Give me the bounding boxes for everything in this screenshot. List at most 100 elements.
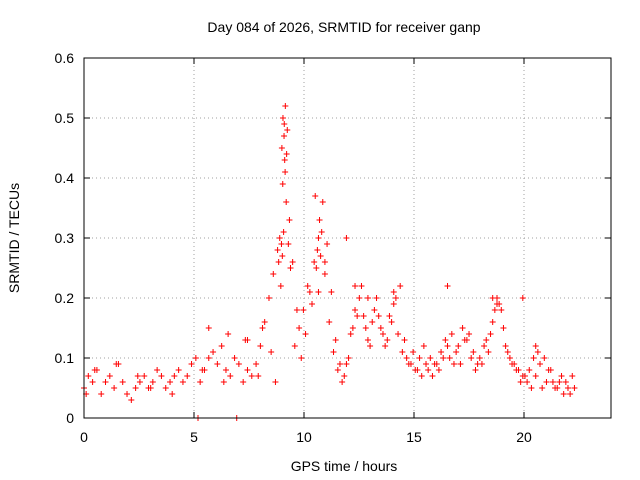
data-point bbox=[397, 283, 404, 289]
data-point bbox=[390, 301, 397, 307]
data-point bbox=[360, 313, 367, 319]
data-point bbox=[435, 367, 442, 373]
data-point bbox=[502, 343, 509, 349]
data-point bbox=[567, 391, 574, 397]
data-point bbox=[519, 295, 526, 301]
data-point bbox=[218, 343, 225, 349]
data-point bbox=[356, 295, 363, 301]
data-point bbox=[270, 271, 277, 277]
data-point bbox=[225, 331, 232, 337]
data-point bbox=[222, 367, 229, 373]
data-point bbox=[534, 349, 541, 355]
data-point bbox=[352, 307, 359, 313]
y-tick-label: 0.5 bbox=[55, 110, 75, 126]
data-point bbox=[367, 343, 374, 349]
data-point bbox=[244, 367, 251, 373]
data-point bbox=[113, 361, 120, 367]
data-point bbox=[386, 313, 393, 319]
data-point bbox=[188, 361, 195, 367]
data-point bbox=[364, 337, 371, 343]
data-point bbox=[293, 307, 300, 313]
data-point bbox=[171, 373, 178, 379]
data-point bbox=[272, 379, 279, 385]
data-point bbox=[539, 385, 546, 391]
data-point bbox=[549, 379, 556, 385]
data-point bbox=[461, 337, 468, 343]
data-point bbox=[132, 385, 139, 391]
data-point bbox=[552, 385, 559, 391]
data-point bbox=[403, 355, 410, 361]
data-point bbox=[562, 379, 569, 385]
y-tick-label: 0.2 bbox=[55, 290, 75, 306]
data-point bbox=[141, 373, 148, 379]
data-point bbox=[491, 307, 498, 313]
data-point bbox=[291, 343, 298, 349]
data-point bbox=[227, 373, 234, 379]
data-point bbox=[453, 349, 460, 355]
x-tick-label: 10 bbox=[296, 429, 312, 445]
data-point bbox=[364, 295, 371, 301]
data-point bbox=[444, 343, 451, 349]
data-point bbox=[278, 145, 285, 151]
data-point bbox=[343, 361, 350, 367]
data-point bbox=[199, 367, 206, 373]
data-point bbox=[343, 235, 350, 241]
data-point bbox=[324, 241, 331, 247]
data-point bbox=[300, 307, 307, 313]
data-point bbox=[255, 373, 262, 379]
data-point bbox=[560, 391, 567, 397]
y-axis-label: SRMTID / TECUs bbox=[6, 183, 22, 293]
data-point bbox=[214, 361, 221, 367]
data-point bbox=[285, 241, 292, 247]
data-point bbox=[442, 337, 449, 343]
data-point bbox=[91, 367, 98, 373]
data-point bbox=[446, 355, 453, 361]
data-point bbox=[466, 331, 473, 337]
data-point bbox=[481, 343, 488, 349]
y-tick-label: 0.1 bbox=[55, 350, 75, 366]
data-point bbox=[478, 361, 485, 367]
data-point bbox=[450, 361, 457, 367]
data-point bbox=[102, 379, 109, 385]
data-point bbox=[543, 379, 550, 385]
data-point bbox=[128, 397, 135, 403]
data-point bbox=[281, 157, 288, 163]
data-point bbox=[448, 331, 455, 337]
data-point bbox=[315, 235, 322, 241]
x-tick-label: 5 bbox=[190, 429, 198, 445]
data-point bbox=[455, 343, 462, 349]
data-point bbox=[388, 319, 395, 325]
data-point bbox=[336, 361, 343, 367]
data-point bbox=[547, 367, 554, 373]
data-point bbox=[423, 361, 430, 367]
x-tick-label: 15 bbox=[406, 429, 422, 445]
data-point bbox=[401, 337, 408, 343]
data-point bbox=[279, 115, 286, 121]
data-point bbox=[332, 337, 339, 343]
data-point bbox=[279, 181, 286, 187]
data-point bbox=[210, 349, 217, 355]
data-point bbox=[375, 313, 382, 319]
data-point bbox=[283, 151, 290, 157]
data-point bbox=[334, 367, 341, 373]
data-point bbox=[564, 385, 571, 391]
data-point bbox=[468, 355, 475, 361]
data-point bbox=[373, 295, 380, 301]
data-point bbox=[197, 379, 204, 385]
data-point bbox=[106, 373, 113, 379]
data-point bbox=[154, 367, 161, 373]
x-tick-label: 20 bbox=[516, 429, 532, 445]
data-point bbox=[248, 373, 255, 379]
data-point bbox=[399, 349, 406, 355]
data-point bbox=[318, 229, 325, 235]
data-point bbox=[314, 247, 321, 253]
data-point bbox=[158, 373, 165, 379]
data-point bbox=[571, 385, 578, 391]
data-point bbox=[347, 331, 354, 337]
chart-title: Day 084 of 2026, SRMTID for receiver gan… bbox=[207, 19, 480, 35]
data-point bbox=[504, 349, 511, 355]
data-point bbox=[169, 391, 176, 397]
data-point bbox=[284, 127, 291, 133]
data-point bbox=[362, 325, 369, 331]
